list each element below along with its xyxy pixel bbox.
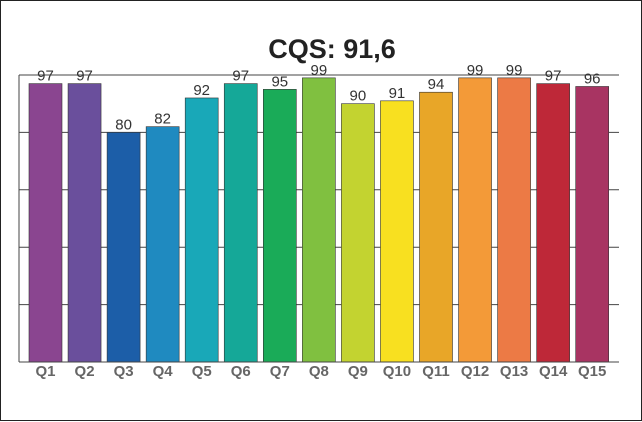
bar-q13 [497,77,531,363]
data-label-q1: 97 [37,68,54,85]
x-tick-label-q11: Q11 [422,363,450,380]
bar-q9 [341,103,375,363]
bar-q12 [458,77,492,363]
bar-q3 [106,132,141,363]
data-label-q3: 80 [115,116,132,133]
x-tick-label-q3: Q3 [114,363,134,380]
x-tick-label-q15: Q15 [578,363,606,380]
data-label-q7: 95 [271,73,288,90]
data-label-q9: 90 [350,88,367,105]
bar-q11 [419,91,453,363]
x-tick-label-q9: Q9 [348,363,368,380]
x-tick-label-q10: Q10 [383,363,411,380]
data-label-q2: 97 [76,68,93,85]
x-tick-label-q4: Q4 [153,363,174,380]
data-label-q6: 97 [232,68,249,85]
data-label-q4: 82 [154,111,171,128]
x-tick-label-q2: Q2 [75,363,95,380]
data-label-q8: 99 [311,62,328,79]
data-label-q14: 97 [545,68,562,85]
bars [28,77,610,363]
x-tick-label-q8: Q8 [309,363,329,380]
x-tick-label-q5: Q5 [192,363,212,380]
bar-q15 [575,86,610,363]
x-tick-label-q1: Q1 [35,363,55,380]
x-tick-label-q6: Q6 [231,363,251,380]
bar-q5 [184,97,219,363]
bar-q1 [28,83,63,363]
x-tick-label-q7: Q7 [270,363,290,380]
x-tick-label-q13: Q13 [500,363,528,380]
x-tick-label-q14: Q14 [539,363,568,380]
bar-q14 [536,83,570,363]
chart-title: CQS: 91,6 [268,34,396,64]
data-label-q12: 99 [467,62,484,79]
data-label-q15: 96 [584,70,601,87]
bar-q4 [145,126,180,363]
data-label-q5: 92 [193,82,210,99]
bar-q6 [223,83,258,363]
bar-q7 [262,89,297,363]
bar-q2 [67,83,102,363]
data-label-q11: 94 [428,76,445,93]
x-tick-label-q12: Q12 [461,363,489,380]
data-label-q13: 99 [506,62,523,79]
data-labels: 97 97 80 82 92 97 95 99 90 91 94 99 99 97 96 [37,62,600,134]
bar-q8 [302,77,336,363]
x-tick-labels: Q1 Q2 Q3 Q4 Q5 Q6 Q7 Q8 Q9 Q10 Q11 Q12 Q13 Q14 Q15 [35,363,606,380]
axes [18,75,619,363]
bar-q10 [380,100,414,363]
data-label-q10: 91 [389,85,406,102]
